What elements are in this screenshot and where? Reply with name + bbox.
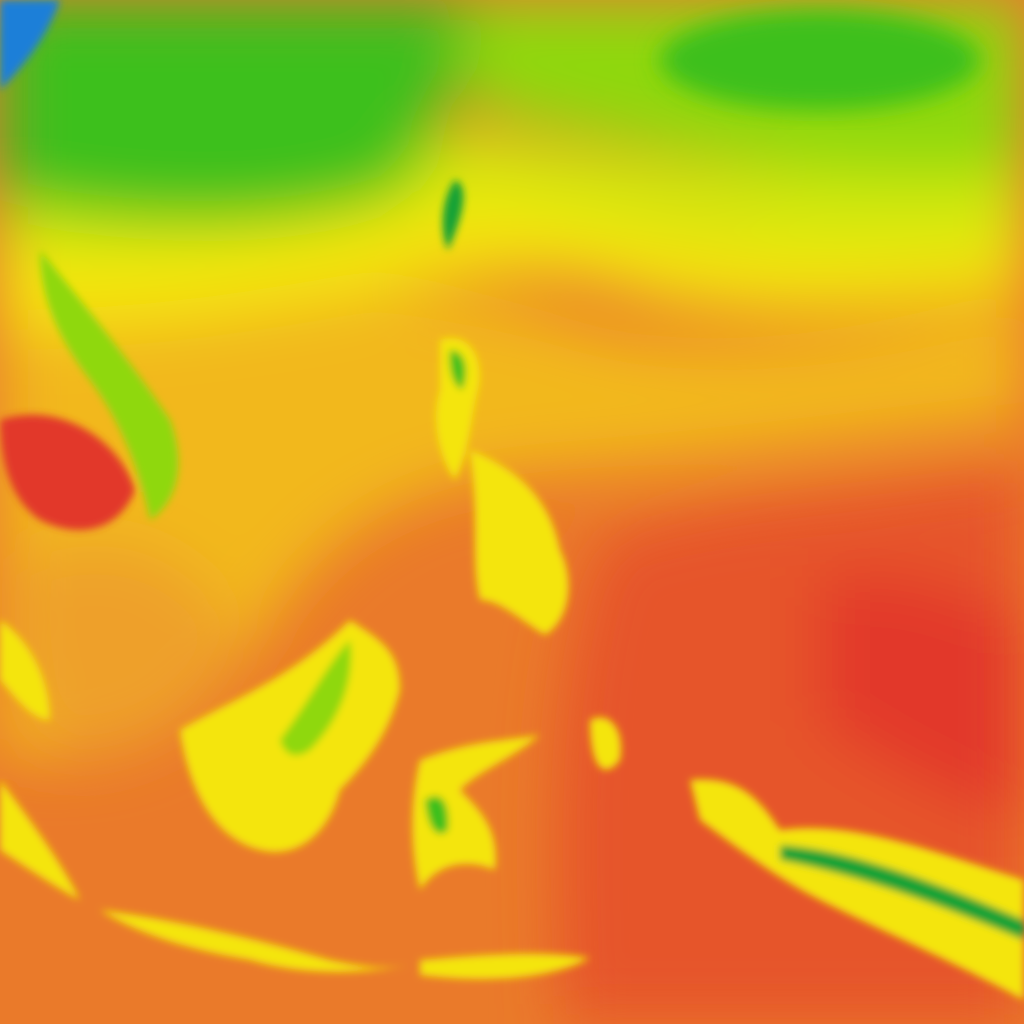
visayas-mindanao — [470, 450, 569, 635]
luzon-highlands — [449, 350, 466, 390]
malay-peninsula — [0, 620, 50, 720]
green-zone — [0, 0, 470, 222]
sumatra — [0, 780, 80, 900]
lesser-sunda-islands — [420, 953, 590, 979]
green-patch-northeast — [660, 10, 980, 110]
new-guinea — [690, 779, 1024, 1000]
cold-corner-blue — [0, 0, 60, 90]
yellow-green-band — [0, 130, 1024, 252]
light-orange-zone — [16, 544, 240, 760]
maluku-islands — [590, 717, 621, 770]
cambodia-red-patch — [0, 414, 135, 530]
red-zone-core — [820, 574, 1024, 820]
landmasses — [0, 180, 1024, 1000]
taiwan — [442, 180, 464, 250]
borneo-highlands — [280, 640, 351, 756]
new-guinea-highlands — [780, 845, 1024, 940]
indochina-coast — [40, 250, 179, 520]
java — [100, 910, 410, 972]
sulawesi — [412, 735, 540, 890]
luzon — [435, 338, 480, 480]
yellow-band — [0, 180, 1024, 330]
sulawesi-highlands — [425, 796, 449, 834]
amber-zone-central — [0, 288, 1024, 760]
